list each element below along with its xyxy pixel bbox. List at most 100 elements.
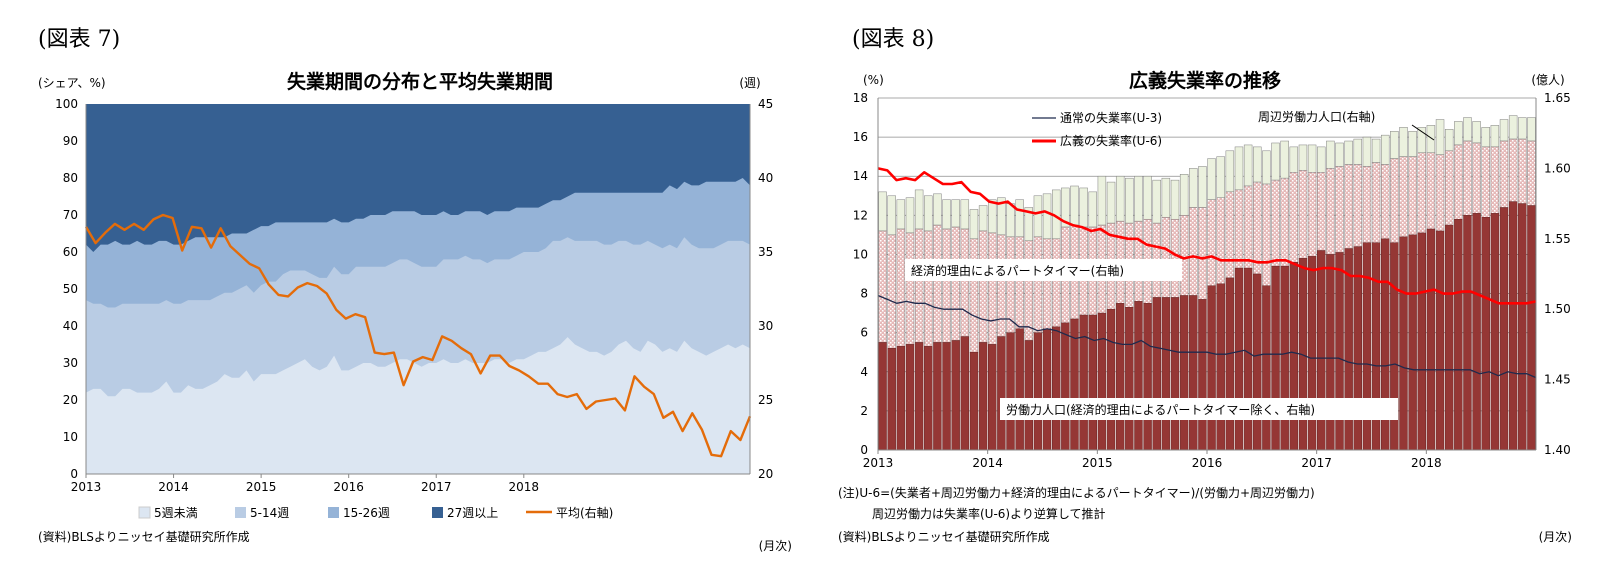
marginal-labor-bar (1134, 175, 1143, 222)
chart-7-x-ticks: 2013 2014 2015 2016 2017 2018 (71, 474, 539, 494)
marginal-labor-bar (942, 199, 951, 230)
chart-8-labor-label: 労働力人口(経済的理由によるパートタイマー除く、右軸) (1006, 402, 1315, 417)
part-time-bar (1463, 140, 1472, 216)
marginal-labor-bar (1317, 146, 1326, 173)
part-time-bar (1472, 142, 1481, 214)
marginal-labor-bar (1015, 199, 1024, 238)
labor-force-bar (988, 344, 997, 451)
marginal-labor-bar (878, 191, 887, 232)
chart-8-y2-axis-label: (億人) (1531, 73, 1564, 87)
labor-force-bar (1253, 273, 1262, 451)
labor-force-bar (1106, 308, 1116, 451)
part-time-bar (1216, 197, 1225, 285)
part-time-bar (896, 228, 906, 347)
marginal-labor-bar (1079, 187, 1088, 228)
chart-7-y2-axis-label: (週) (739, 76, 760, 90)
chart-7-x-tick-label: 2018 (509, 480, 540, 494)
marginal-labor-bar (1253, 146, 1262, 183)
part-time-bar (878, 230, 887, 343)
chart-8-y2-tick-label: 1.55 (1544, 232, 1571, 246)
labor-force-bar (1444, 224, 1454, 451)
labor-force-bar (960, 336, 970, 451)
part-time-bar (1408, 156, 1417, 236)
labor-force-bar (978, 342, 988, 451)
marginal-labor-bar (1243, 144, 1253, 187)
chart-7-avg-line-group (84, 213, 752, 458)
chart-7-legend: 5週未満 5-14週 15-26週 27週以上 平均(右軸) (138, 505, 613, 520)
part-time-bar (1426, 152, 1436, 230)
labor-force-bar (1454, 218, 1463, 451)
labor-force-bar (1527, 205, 1536, 451)
labor-force-bar (1088, 314, 1097, 451)
marginal-labor-bar (1481, 127, 1490, 148)
chart-8-y-tick-label: 18 (853, 91, 868, 105)
labor-force-bar (1061, 322, 1070, 451)
part-time-bar (914, 228, 924, 343)
part-time-bar (1243, 185, 1253, 269)
labor-force-bar (878, 342, 887, 451)
labor-force-bar (896, 346, 906, 451)
labor-force-bar (1262, 285, 1271, 451)
labor-force-bar (1033, 332, 1043, 451)
part-time-bar (1033, 236, 1043, 333)
chart-7-y-tick-label: 60 (63, 245, 78, 259)
marginal-labor-bar (1289, 146, 1299, 173)
chart-7-y-tick-label: 90 (63, 134, 78, 148)
part-time-bar (1161, 217, 1171, 298)
labor-force-bar (1097, 312, 1107, 451)
labor-force-bar (1015, 328, 1024, 451)
chart-8-part-label: 経済的理由によるパートタイマー(右軸) (911, 263, 1124, 278)
chart-8-gridlines (878, 97, 1536, 412)
labor-force-bar (1490, 213, 1500, 451)
marginal-labor-bar (1070, 185, 1079, 226)
part-time-bar (951, 226, 960, 341)
chart-8-source: (資料)BLSよりニッセイ基礎研究所作成 (838, 529, 1050, 544)
chart-8-figure-label: (図表 8) (852, 27, 934, 52)
legend-label-27w: 27週以上 (447, 506, 498, 520)
part-time-bar (960, 228, 970, 337)
chart-8-x-ticks: 2013 2014 2015 2016 2017 2018 (863, 450, 1442, 470)
marginal-labor-bar (1225, 150, 1235, 193)
chart-7-x-tick-label: 2013 (71, 480, 102, 494)
chart-7-x-tick-label: 2015 (246, 480, 277, 494)
part-time-bar (1371, 162, 1381, 243)
marginal-labor-bar (1307, 144, 1317, 173)
chart-8-marginal-pointer (1411, 124, 1435, 141)
marginal-labor-bar (1189, 168, 1198, 208)
marginal-labor-bar (1335, 142, 1344, 167)
u3-line (877, 294, 1537, 379)
marginal-labor-bar (951, 199, 960, 228)
marginal-labor-bar (1106, 181, 1116, 224)
chart-8-y2-ticks: 1.40 1.45 1.50 1.55 1.60 1.65 (1544, 91, 1571, 457)
labor-force-bar (1518, 203, 1527, 451)
marginal-labor-bar (1426, 125, 1436, 154)
labor-force-bar (1326, 254, 1335, 451)
marginal-labor-bar (1298, 144, 1308, 171)
marginal-labor-bar (1115, 175, 1125, 222)
marginal-labor-bar (1380, 134, 1390, 165)
chart-8-title: 広義失業率の推移 (1129, 69, 1281, 92)
chart-8-y-tick-label: 14 (853, 169, 868, 183)
chart-8-y2-tick-label: 1.50 (1544, 302, 1571, 316)
chart-7-y2-tick-label: 30 (758, 319, 773, 333)
labor-force-bar (1408, 234, 1417, 451)
part-time-bar (1518, 138, 1527, 204)
marginal-labor-bar (1170, 179, 1180, 220)
area-under-5w (86, 337, 750, 474)
labor-force-bar (1508, 201, 1518, 451)
part-time-bar (1390, 158, 1399, 243)
chart-8-part-label-box (905, 259, 1182, 281)
part-time-bar (1234, 189, 1244, 269)
chart-7-x-tick-label: 2016 (333, 480, 364, 494)
part-time-bar (1189, 207, 1198, 296)
part-time-bar (1344, 164, 1353, 249)
labor-force-bar (1317, 250, 1326, 451)
part-time-bar (1454, 144, 1463, 220)
part-time-bar (1317, 172, 1326, 251)
labor-force-bar (1042, 328, 1052, 451)
marginal-labor-bar (1198, 166, 1207, 208)
marginal-labor-bar (1161, 177, 1171, 218)
avg-duration-line (84, 213, 752, 458)
labor-force-bar (1399, 236, 1408, 451)
